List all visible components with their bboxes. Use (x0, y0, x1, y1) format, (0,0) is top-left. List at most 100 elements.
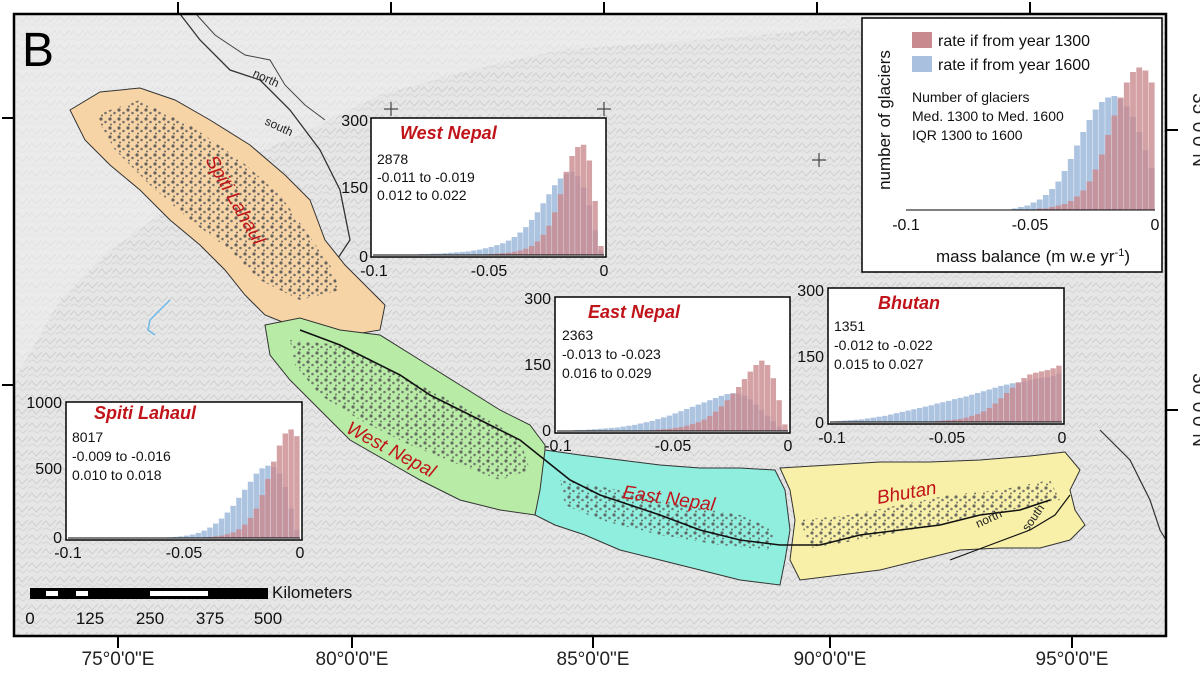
bar-1600 (626, 425, 632, 431)
bar-1600 (882, 415, 888, 422)
inset-median: -0.011 to -0.019 (377, 169, 475, 185)
bar-1600 (488, 246, 494, 255)
bar-1300 (1044, 370, 1050, 422)
scale-bar: Kilometers 0 125 250 375 500 (25, 583, 352, 628)
bar-1300 (236, 529, 242, 538)
x-tick: -0.1 (360, 263, 388, 280)
bar-1600 (448, 252, 454, 255)
bar-1600 (1061, 171, 1068, 210)
legend-xlabel: mass balance (m w.e yr-1) (936, 247, 1130, 266)
bar-1300 (992, 403, 998, 422)
bar-1600 (1024, 205, 1031, 210)
bar-1300 (712, 411, 719, 431)
bar-1300 (247, 517, 254, 538)
bar-1600 (195, 532, 201, 538)
bar-1300 (660, 429, 667, 431)
bar-1600 (695, 404, 701, 431)
bar-1300 (218, 535, 225, 538)
lon-label-80: 80°0'0"E (316, 649, 389, 670)
bar-1300 (528, 246, 535, 255)
y-tick: 300 (524, 291, 551, 308)
bar-1600 (864, 418, 871, 422)
bar-1600 (649, 420, 655, 431)
bar-1600 (660, 417, 667, 431)
scale-unit: Kilometers (272, 583, 352, 602)
bar-1600 (184, 535, 190, 538)
bar-1300 (655, 429, 661, 431)
bar-1300 (282, 433, 288, 538)
bar-1600 (201, 530, 207, 538)
bar-1300 (998, 398, 1004, 422)
bar-1300 (276, 445, 283, 538)
bar-1600 (476, 249, 483, 255)
bar-1600 (632, 424, 638, 431)
bar-1600 (666, 415, 673, 431)
bar-1600 (870, 417, 876, 422)
bar-1300 (753, 365, 759, 431)
bar-1600 (1067, 159, 1074, 210)
bar-1300 (511, 251, 517, 255)
legend-xlabel-main: mass balance (m w.e yr (936, 247, 1115, 266)
bar-1300 (563, 171, 569, 255)
legend-ylabel: number of glaciers (875, 50, 894, 190)
x-tick: -0.1 (818, 430, 846, 447)
lon-label-90: 90°0'0"E (794, 649, 867, 670)
bar-1600 (494, 245, 500, 255)
bar-1600 (442, 253, 448, 255)
bar-1300 (1142, 70, 1149, 210)
bar-1300 (598, 246, 604, 255)
bar-1600 (853, 419, 859, 422)
bar-1300 (980, 411, 987, 422)
bar-1300 (718, 406, 725, 431)
bar-1300 (1098, 154, 1105, 210)
bar-1300 (1015, 382, 1021, 422)
bar-1300 (1055, 205, 1062, 210)
legend-x-tick: 0 (1151, 217, 1160, 234)
y-tick: 0 (815, 415, 824, 432)
bar-1600 (1055, 181, 1062, 210)
bar-1300 (1086, 181, 1093, 210)
bar-1300 (1038, 371, 1045, 422)
bar-1300 (242, 524, 248, 538)
bar-1600 (500, 243, 506, 255)
bar-1600 (684, 409, 690, 431)
inset-title: East Nepal (588, 302, 681, 322)
y-tick: 0 (359, 249, 368, 266)
x-tick: -0.1 (54, 545, 82, 562)
bar-1600 (643, 422, 650, 431)
bar-1600 (637, 423, 644, 431)
bar-1600 (207, 527, 213, 538)
bar-1600 (1011, 208, 1018, 210)
glaciers-west-nepal (290, 340, 530, 480)
bar-1300 (230, 532, 236, 538)
panel-label: B (22, 24, 54, 77)
bar-1600 (917, 407, 923, 422)
bar-1300 (1067, 201, 1074, 210)
bar-1300 (253, 508, 259, 538)
bar-1600 (951, 399, 958, 422)
bar-1300 (586, 160, 593, 255)
bar-1600 (218, 518, 225, 538)
bar-1300 (1049, 207, 1055, 210)
scale-tick-500: 500 (254, 609, 282, 628)
bar-1300 (294, 436, 300, 538)
north-south-divide (299, 329, 1051, 546)
x-tick: -0.05 (655, 438, 692, 455)
bar-1600 (1074, 145, 1080, 210)
bar-1600 (1030, 202, 1037, 210)
bhutan-divide (949, 494, 1071, 561)
bar-1600 (911, 409, 917, 422)
y-tick: 300 (341, 113, 368, 130)
bar-1600 (620, 426, 626, 431)
x-tick: 0 (1058, 430, 1067, 447)
inset-median: -0.012 to -0.022 (834, 337, 933, 353)
inset-west-nepal: West Nepal 2878 -0.011 to -0.019 0.012 t… (341, 113, 608, 280)
inset-count: 2363 (562, 327, 593, 343)
scale-tick-125: 125 (76, 609, 104, 628)
bar-1300 (736, 387, 742, 431)
bar-1600 (859, 419, 865, 422)
bar-1600 (969, 394, 975, 422)
map-frame (12, 12, 1168, 638)
bar-1300 (1027, 374, 1033, 422)
